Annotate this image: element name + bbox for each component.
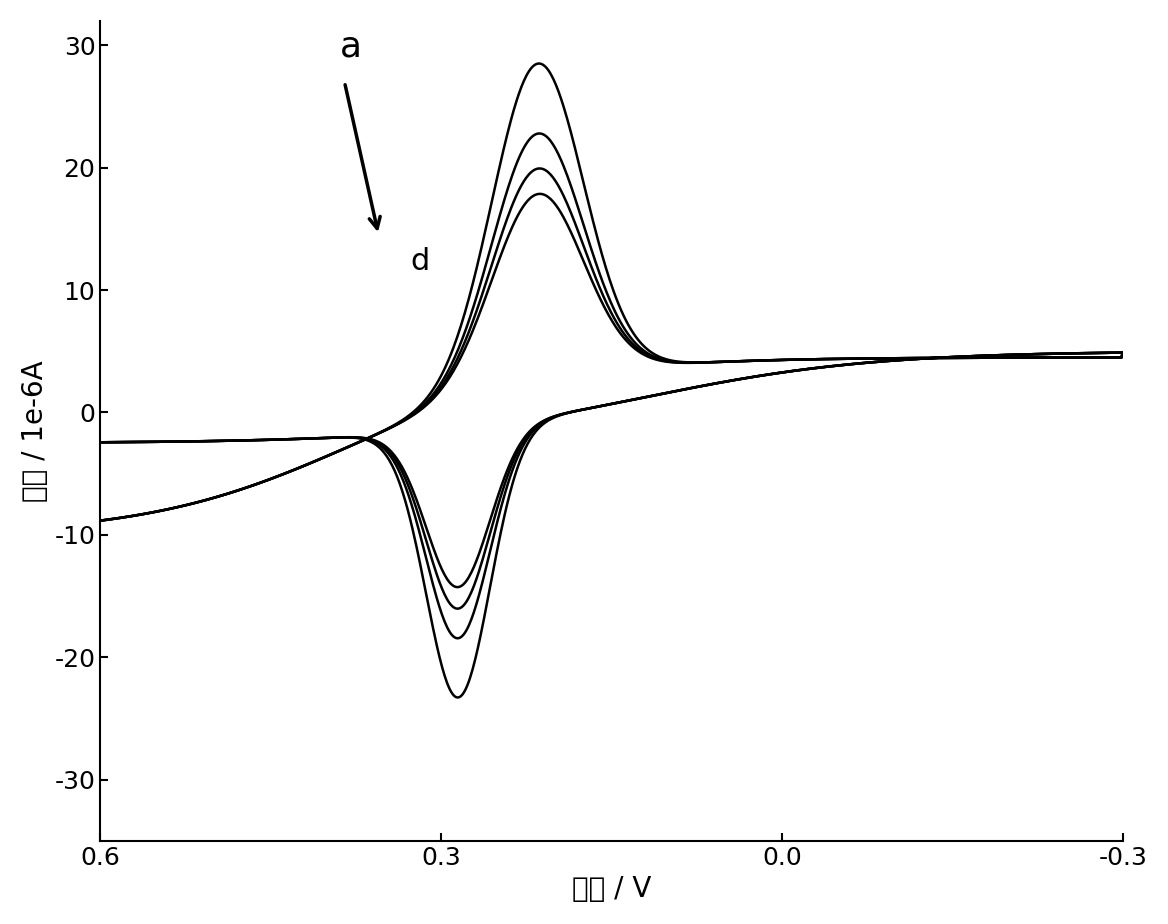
Text: a: a <box>340 30 362 64</box>
Text: d: d <box>410 248 430 276</box>
Y-axis label: 电流 / 1e-6A: 电流 / 1e-6A <box>21 360 49 502</box>
X-axis label: 电压 / V: 电压 / V <box>572 875 652 903</box>
